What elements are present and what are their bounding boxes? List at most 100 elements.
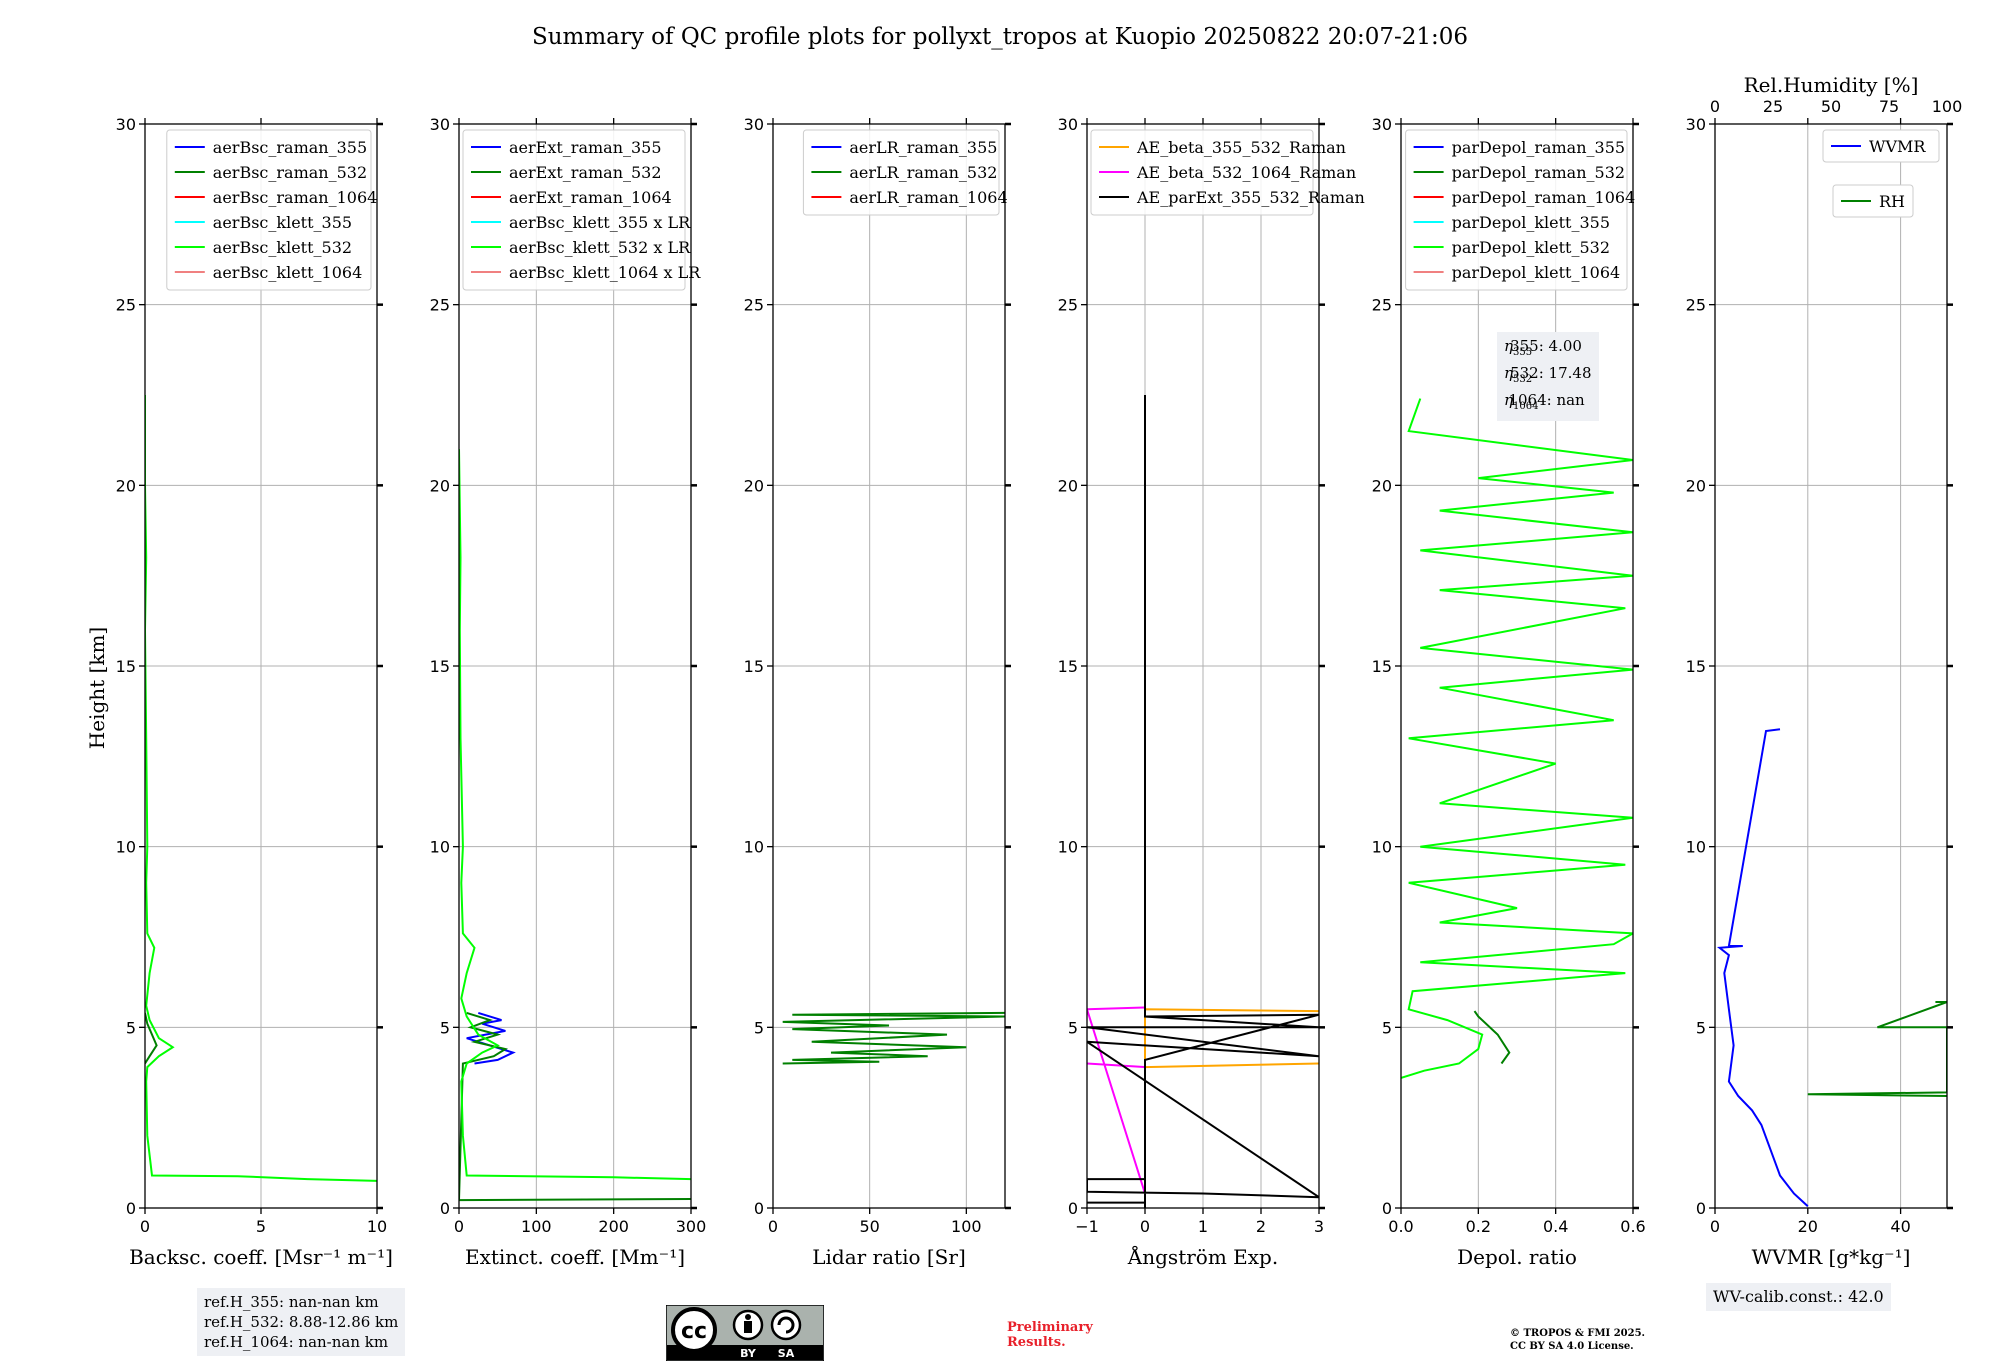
legend-label: aerExt_raman_532: [509, 163, 662, 182]
x-tick-label: 1: [1198, 1217, 1208, 1236]
series-line-aerBsc_raman_532: [145, 1012, 158, 1065]
legend-box: [1832, 184, 1914, 218]
series-line-parDepol_raman_532: [1473, 1010, 1511, 1065]
y-tick-label: 20: [1686, 476, 1706, 495]
x-tick-label: 100: [951, 1217, 982, 1236]
x-axis-label: Backsc. coeff. [Msr⁻¹ m⁻¹]: [129, 1245, 393, 1269]
y-tick-label: 30: [744, 115, 764, 134]
legend-label: parDepol_klett_532: [1452, 238, 1610, 257]
y-tick-label: 20: [1058, 476, 1078, 495]
legend-label: aerBsc_klett_355 x LR: [509, 213, 691, 232]
x-tick-label: 40: [1890, 1217, 1910, 1236]
y-tick-label: 25: [1058, 296, 1078, 315]
y-tick-label: 25: [430, 296, 450, 315]
y-tick-label: 5: [1382, 1018, 1392, 1037]
legend-box: [166, 129, 372, 291]
series-line-parDepol_klett_532: [1401, 398, 1633, 1079]
x2-axis-label: Rel.Humidity [%]: [1744, 73, 1919, 97]
y-tick-label: 30: [116, 115, 136, 134]
y-tick-label: 10: [1058, 838, 1078, 857]
legend-label: RH: [1879, 192, 1905, 211]
legend-box: [462, 129, 686, 291]
y-tick-label: 30: [1372, 115, 1392, 134]
x2-tick-label: 25: [1763, 97, 1783, 116]
legend-label: aerBsc_klett_1064 x LR: [509, 263, 701, 282]
series-line-aerExt_raman_532: [459, 1011, 691, 1202]
panel-1: 0 5 10 15 20 25 30 0 5 10 Backsc. coeff. [Msr⁻¹ m⁻…: [116, 115, 393, 1269]
legend-label: parDepol_klett_355: [1452, 213, 1610, 232]
legend-label: WVMR: [1869, 137, 1926, 156]
y-tick-label: 10: [116, 838, 136, 857]
x-axis-label: Lidar ratio [Sr]: [812, 1245, 966, 1269]
y-tick-label: 0: [1382, 1199, 1392, 1218]
reference-height-box: ref.H_355: nan-nan km ref.H_532: 8.88-12…: [197, 1288, 406, 1356]
y-tick-label: 10: [430, 838, 450, 857]
series-line-aerExt_raman_355: [466, 1011, 516, 1065]
x-tick-label: 0.2: [1466, 1217, 1491, 1236]
series-line-AE_parExt_355_532_Raman: [1087, 395, 1319, 1208]
legend-label: parDepol_raman_1064: [1452, 188, 1636, 207]
x-tick-label: 10: [367, 1217, 387, 1236]
y-tick-label: 30: [430, 115, 450, 134]
legend-label: aerExt_raman_1064: [509, 188, 672, 207]
legend-label: aerBsc_klett_532 x LR: [509, 238, 691, 257]
x-tick-label: 0.4: [1543, 1217, 1568, 1236]
y-tick-label: 15: [430, 657, 450, 676]
y-tick-label: 0: [754, 1199, 764, 1218]
legend-label: aerBsc_klett_532: [213, 238, 352, 257]
y-tick-label: 20: [744, 476, 764, 495]
legend-box: [1405, 129, 1628, 291]
x2-tick-label: 75: [1879, 97, 1899, 116]
series-line-AE_beta_532_1064_Raman: [1087, 1006, 1146, 1194]
y-tick-label: 5: [1068, 1018, 1078, 1037]
series-line-aerLR_raman_532: [782, 1011, 1005, 1065]
y-tick-label: 15: [1058, 657, 1078, 676]
legend-label: aerLR_raman_355: [849, 138, 997, 157]
legend-box: [802, 129, 1000, 216]
x2-tick-label: 50: [1821, 97, 1841, 116]
x-tick-label: 100: [521, 1217, 552, 1236]
series-line-aerBsc_klett_532 x LR: [459, 449, 691, 1181]
panel-3: 0 5 10 15 20 25 30 0 50 100 Lidar ratio [Sr] aerLR_…: [744, 115, 1011, 1269]
y-tick-label: 5: [1696, 1018, 1706, 1037]
y-tick-label: 5: [754, 1018, 764, 1037]
legend-label: AE_beta_355_532_Raman: [1136, 138, 1346, 157]
eta-355: 355: 4.00: [1510, 337, 1582, 355]
figure-title: Summary of QC profile plots for pollyxt_…: [532, 24, 1468, 50]
legend-label: aerExt_raman_355: [509, 138, 662, 157]
legend-label: aerBsc_klett_1064: [213, 263, 362, 282]
legend-label: AE_parExt_355_532_Raman: [1136, 188, 1365, 207]
legend-label: parDepol_raman_532: [1452, 163, 1625, 182]
x-tick-label: 50: [859, 1217, 879, 1236]
x-tick-label: 20: [1798, 1217, 1818, 1236]
legend-label: parDepol_raman_355: [1452, 138, 1625, 157]
x-axis-label: Ångström Exp.: [1127, 1244, 1278, 1269]
x-tick-label: 200: [598, 1217, 629, 1236]
y-tick-label: 30: [1686, 115, 1706, 134]
y-tick-label: 5: [126, 1018, 136, 1037]
y-axis-label: Height [km]: [85, 627, 109, 749]
x-axis-label: WVMR [g*kg⁻¹]: [1752, 1245, 1911, 1269]
y-tick-label: 30: [1058, 115, 1078, 134]
legend-label: aerBsc_klett_355: [213, 213, 352, 232]
legend-box: [1822, 129, 1940, 163]
y-tick-label: 0: [1696, 1199, 1706, 1218]
y-tick-label: 25: [116, 296, 136, 315]
eta-box: η355355: 4.00 η532532: 17.48 η10641064: …: [1497, 332, 1599, 421]
x-tick-label: 0: [1710, 1217, 1720, 1236]
y-tick-label: 25: [744, 296, 764, 315]
x-axis-label: Depol. ratio: [1457, 1245, 1577, 1269]
y-tick-label: 20: [430, 476, 450, 495]
legend-label: aerLR_raman_532: [849, 163, 997, 182]
x-tick-label: 2: [1256, 1217, 1266, 1236]
refh-line-355: ref.H_355: nan-nan km: [204, 1293, 379, 1311]
x2-tick-label: 100: [1932, 97, 1963, 116]
eta-532: 532: 17.48: [1510, 364, 1592, 382]
y-tick-label: 15: [1372, 657, 1392, 676]
legend-label: AE_beta_532_1064_Raman: [1136, 163, 1356, 182]
